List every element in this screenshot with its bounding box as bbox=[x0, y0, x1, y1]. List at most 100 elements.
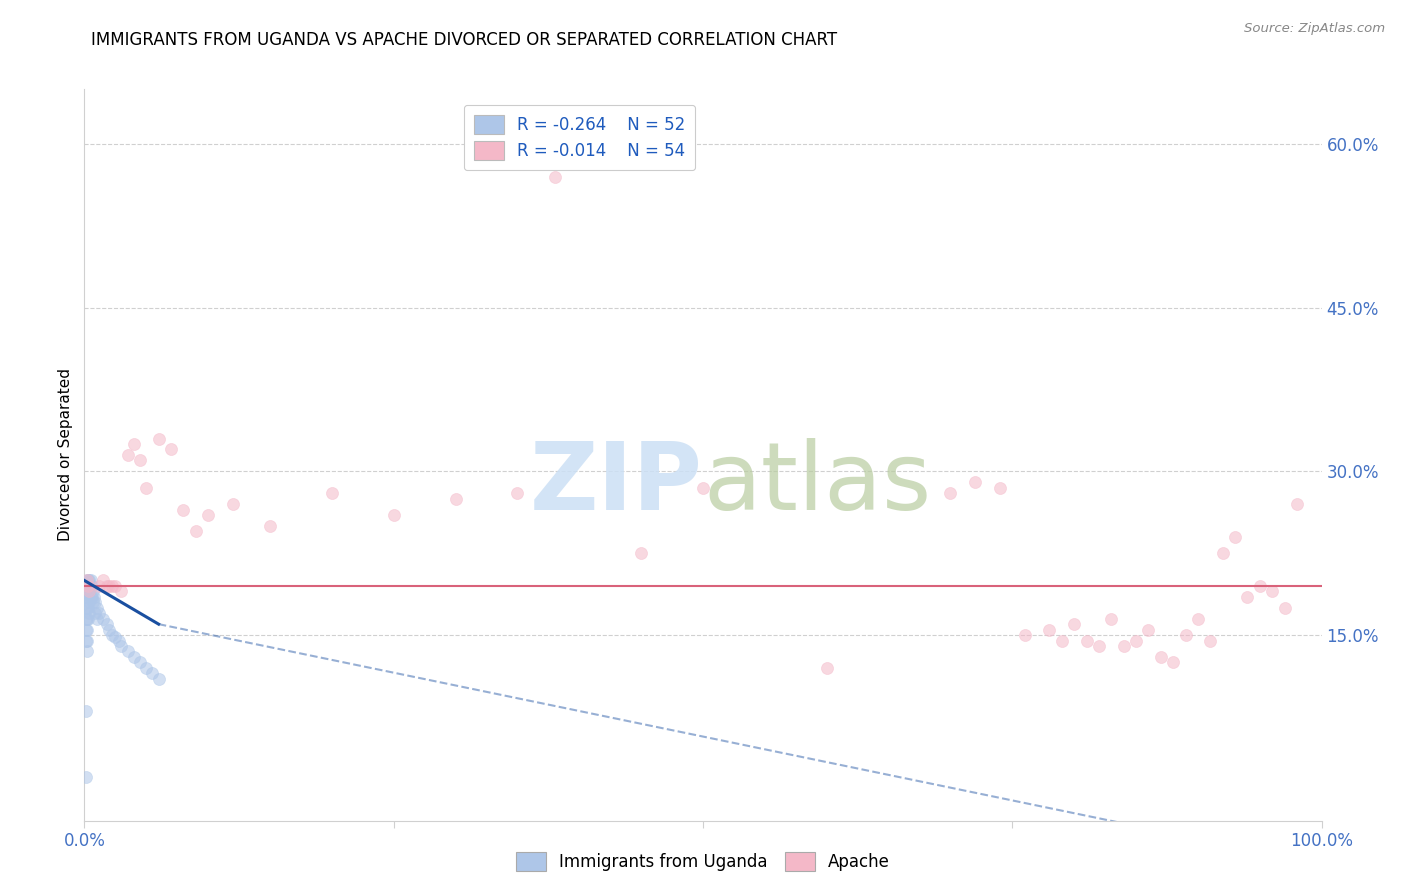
Point bbox=[86, 600, 108, 615]
Point bbox=[1274, 600, 1296, 615]
Legend: Immigrants from Uganda, Apache: Immigrants from Uganda, Apache bbox=[508, 843, 898, 880]
Point bbox=[76, 623, 98, 637]
Point bbox=[76, 574, 98, 588]
Point bbox=[506, 486, 529, 500]
Point bbox=[222, 497, 245, 511]
Point bbox=[104, 630, 127, 644]
Point bbox=[89, 579, 111, 593]
Point bbox=[82, 595, 104, 609]
Point bbox=[1187, 612, 1209, 626]
Point bbox=[79, 590, 101, 604]
Point bbox=[1014, 628, 1036, 642]
Point bbox=[79, 584, 101, 599]
Point bbox=[117, 448, 139, 462]
Point bbox=[1125, 633, 1147, 648]
Point bbox=[75, 612, 97, 626]
Point bbox=[1199, 633, 1222, 648]
Point bbox=[110, 639, 132, 653]
Point bbox=[100, 579, 122, 593]
Point bbox=[1076, 633, 1098, 648]
Point bbox=[1161, 656, 1184, 670]
Point bbox=[76, 633, 98, 648]
Point bbox=[77, 612, 100, 626]
Point bbox=[172, 502, 194, 516]
Point bbox=[148, 672, 170, 686]
Point bbox=[86, 612, 108, 626]
Point bbox=[76, 612, 98, 626]
Point bbox=[197, 508, 219, 522]
Point bbox=[91, 612, 114, 626]
Point bbox=[76, 644, 98, 658]
Point bbox=[104, 579, 127, 593]
Text: atlas: atlas bbox=[703, 438, 931, 530]
Point bbox=[630, 546, 652, 560]
Text: IMMIGRANTS FROM UGANDA VS APACHE DIVORCED OR SEPARATED CORRELATION CHART: IMMIGRANTS FROM UGANDA VS APACHE DIVORCE… bbox=[91, 31, 838, 49]
Point bbox=[79, 584, 101, 599]
Point bbox=[75, 770, 97, 784]
Point bbox=[76, 584, 98, 599]
Point bbox=[1150, 649, 1173, 664]
Point bbox=[79, 595, 101, 609]
Point bbox=[79, 574, 101, 588]
Point bbox=[76, 600, 98, 615]
Point bbox=[82, 584, 104, 599]
Point bbox=[1112, 639, 1135, 653]
Point bbox=[79, 579, 101, 593]
Point bbox=[77, 590, 100, 604]
Point bbox=[77, 574, 100, 588]
Point bbox=[1050, 633, 1073, 648]
Point bbox=[1099, 612, 1122, 626]
Point bbox=[80, 590, 103, 604]
Point bbox=[80, 579, 103, 593]
Point bbox=[98, 623, 121, 637]
Point bbox=[96, 617, 118, 632]
Point bbox=[75, 623, 97, 637]
Point bbox=[1236, 590, 1258, 604]
Point bbox=[939, 486, 962, 500]
Point bbox=[76, 579, 98, 593]
Point bbox=[79, 574, 101, 588]
Point bbox=[1063, 617, 1085, 632]
Point bbox=[148, 432, 170, 446]
Point bbox=[141, 666, 163, 681]
Point bbox=[76, 574, 98, 588]
Point bbox=[75, 600, 97, 615]
Point bbox=[91, 574, 114, 588]
Point bbox=[77, 579, 100, 593]
Point bbox=[77, 600, 100, 615]
Point bbox=[988, 481, 1011, 495]
Point bbox=[1261, 584, 1284, 599]
Point bbox=[321, 486, 343, 500]
Point bbox=[1137, 623, 1160, 637]
Point bbox=[122, 437, 145, 451]
Point bbox=[110, 584, 132, 599]
Legend: R = -0.264    N = 52, R = -0.014    N = 54: R = -0.264 N = 52, R = -0.014 N = 54 bbox=[464, 105, 696, 170]
Point bbox=[77, 579, 100, 593]
Point bbox=[122, 649, 145, 664]
Point bbox=[75, 633, 97, 648]
Point bbox=[1212, 546, 1234, 560]
Point bbox=[135, 661, 157, 675]
Point bbox=[76, 590, 98, 604]
Point bbox=[75, 590, 97, 604]
Point bbox=[108, 633, 131, 648]
Point bbox=[259, 519, 281, 533]
Point bbox=[1223, 530, 1246, 544]
Point bbox=[135, 481, 157, 495]
Point bbox=[1038, 623, 1060, 637]
Point bbox=[84, 595, 107, 609]
Y-axis label: Divorced or Separated: Divorced or Separated bbox=[58, 368, 73, 541]
Point bbox=[75, 579, 97, 593]
Point bbox=[100, 628, 122, 642]
Point bbox=[75, 705, 97, 719]
Point bbox=[1174, 628, 1197, 642]
Point bbox=[184, 524, 207, 539]
Point bbox=[692, 481, 714, 495]
Point bbox=[382, 508, 405, 522]
Point bbox=[98, 579, 121, 593]
Point bbox=[117, 644, 139, 658]
Text: ZIP: ZIP bbox=[530, 438, 703, 530]
Text: Source: ZipAtlas.com: Source: ZipAtlas.com bbox=[1244, 22, 1385, 36]
Point bbox=[160, 442, 183, 457]
Point bbox=[129, 453, 152, 467]
